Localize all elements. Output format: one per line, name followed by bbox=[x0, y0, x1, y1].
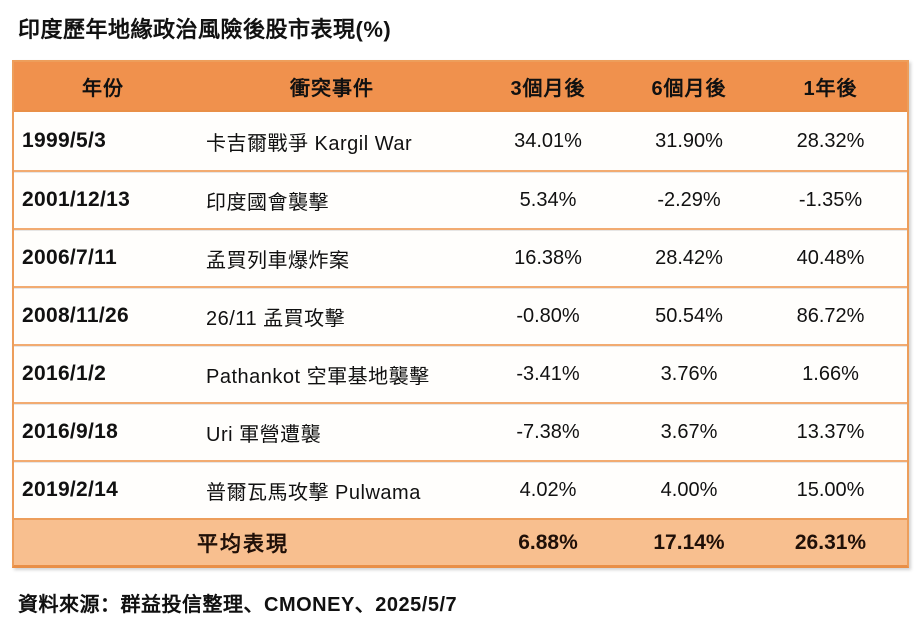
cell-3month: -7.38% bbox=[472, 402, 624, 460]
cell-1year: 13.37% bbox=[754, 402, 907, 460]
cell-event: 卡吉爾戰爭 Kargil War bbox=[192, 112, 472, 170]
cell-6month: 50.54% bbox=[624, 286, 754, 344]
table-header-row: 年份 衝突事件 3個月後 6個月後 1年後 bbox=[14, 62, 907, 112]
cell-event: 普爾瓦馬攻擊 Pulwama bbox=[192, 460, 472, 518]
cell-6month: 4.00% bbox=[624, 460, 754, 518]
average-6month: 17.14% bbox=[624, 518, 754, 565]
cell-date: 2008/11/26 bbox=[14, 286, 192, 344]
cell-6month: 28.42% bbox=[624, 228, 754, 286]
cell-3month: 34.01% bbox=[472, 112, 624, 170]
cell-1year: 1.66% bbox=[754, 344, 907, 402]
cell-3month: -3.41% bbox=[472, 344, 624, 402]
table-row: 2001/12/13 印度國會襲擊 5.34% -2.29% -1.35% bbox=[14, 170, 907, 228]
cell-1year: 40.48% bbox=[754, 228, 907, 286]
average-label: 平均表現 bbox=[14, 518, 472, 565]
source-note: 資料來源：群益投信整理、CMONEY、2025/5/7 bbox=[18, 594, 458, 616]
table-row: 2008/11/26 26/11 孟買攻擊 -0.80% 50.54% 86.7… bbox=[14, 286, 907, 344]
header-1year: 1年後 bbox=[754, 62, 907, 112]
page: 印度歷年地緣政治風險後股市表現(%) 年份 衝突事件 3個月後 6個月後 1年後… bbox=[12, 17, 909, 616]
cell-event: 印度國會襲擊 bbox=[192, 170, 472, 228]
average-1year: 26.31% bbox=[754, 518, 907, 565]
page-title: 印度歷年地緣政治風險後股市表現(%) bbox=[18, 17, 392, 42]
cell-date: 2016/1/2 bbox=[14, 344, 192, 402]
header-event: 衝突事件 bbox=[192, 62, 472, 112]
cell-date: 2006/7/11 bbox=[14, 228, 192, 286]
table-row: 2006/7/11 孟買列車爆炸案 16.38% 28.42% 40.48% bbox=[14, 228, 907, 286]
cell-date: 2019/2/14 bbox=[14, 460, 192, 518]
cell-6month: 3.76% bbox=[624, 344, 754, 402]
cell-1year: 86.72% bbox=[754, 286, 907, 344]
cell-6month: -2.29% bbox=[624, 170, 754, 228]
cell-1year: 28.32% bbox=[754, 112, 907, 170]
cell-event: Pathankot 空軍基地襲擊 bbox=[192, 344, 472, 402]
cell-6month: 31.90% bbox=[624, 112, 754, 170]
cell-event: 26/11 孟買攻擊 bbox=[192, 286, 472, 344]
header-3month: 3個月後 bbox=[472, 62, 624, 112]
table-row: 1999/5/3 卡吉爾戰爭 Kargil War 34.01% 31.90% … bbox=[14, 112, 907, 170]
table-row: 2016/9/18 Uri 軍營遭襲 -7.38% 3.67% 13.37% bbox=[14, 402, 907, 460]
table-row: 2016/1/2 Pathankot 空軍基地襲擊 -3.41% 3.76% 1… bbox=[14, 344, 907, 402]
cell-1year: -1.35% bbox=[754, 170, 907, 228]
cell-3month: -0.80% bbox=[472, 286, 624, 344]
performance-table: 年份 衝突事件 3個月後 6個月後 1年後 1999/5/3 卡吉爾戰爭 Kar… bbox=[12, 60, 909, 568]
cell-date: 1999/5/3 bbox=[14, 112, 192, 170]
table-row: 2019/2/14 普爾瓦馬攻擊 Pulwama 4.02% 4.00% 15.… bbox=[14, 460, 907, 518]
cell-date: 2016/9/18 bbox=[14, 402, 192, 460]
header-6month: 6個月後 bbox=[624, 62, 754, 112]
cell-event: Uri 軍營遭襲 bbox=[192, 402, 472, 460]
cell-date: 2001/12/13 bbox=[14, 170, 192, 228]
cell-3month: 4.02% bbox=[472, 460, 624, 518]
average-row: 平均表現 6.88% 17.14% 26.31% bbox=[14, 518, 907, 565]
average-3month: 6.88% bbox=[472, 518, 624, 565]
header-year: 年份 bbox=[14, 62, 192, 112]
cell-1year: 15.00% bbox=[754, 460, 907, 518]
cell-3month: 5.34% bbox=[472, 170, 624, 228]
cell-event: 孟買列車爆炸案 bbox=[192, 228, 472, 286]
cell-6month: 3.67% bbox=[624, 402, 754, 460]
cell-3month: 16.38% bbox=[472, 228, 624, 286]
